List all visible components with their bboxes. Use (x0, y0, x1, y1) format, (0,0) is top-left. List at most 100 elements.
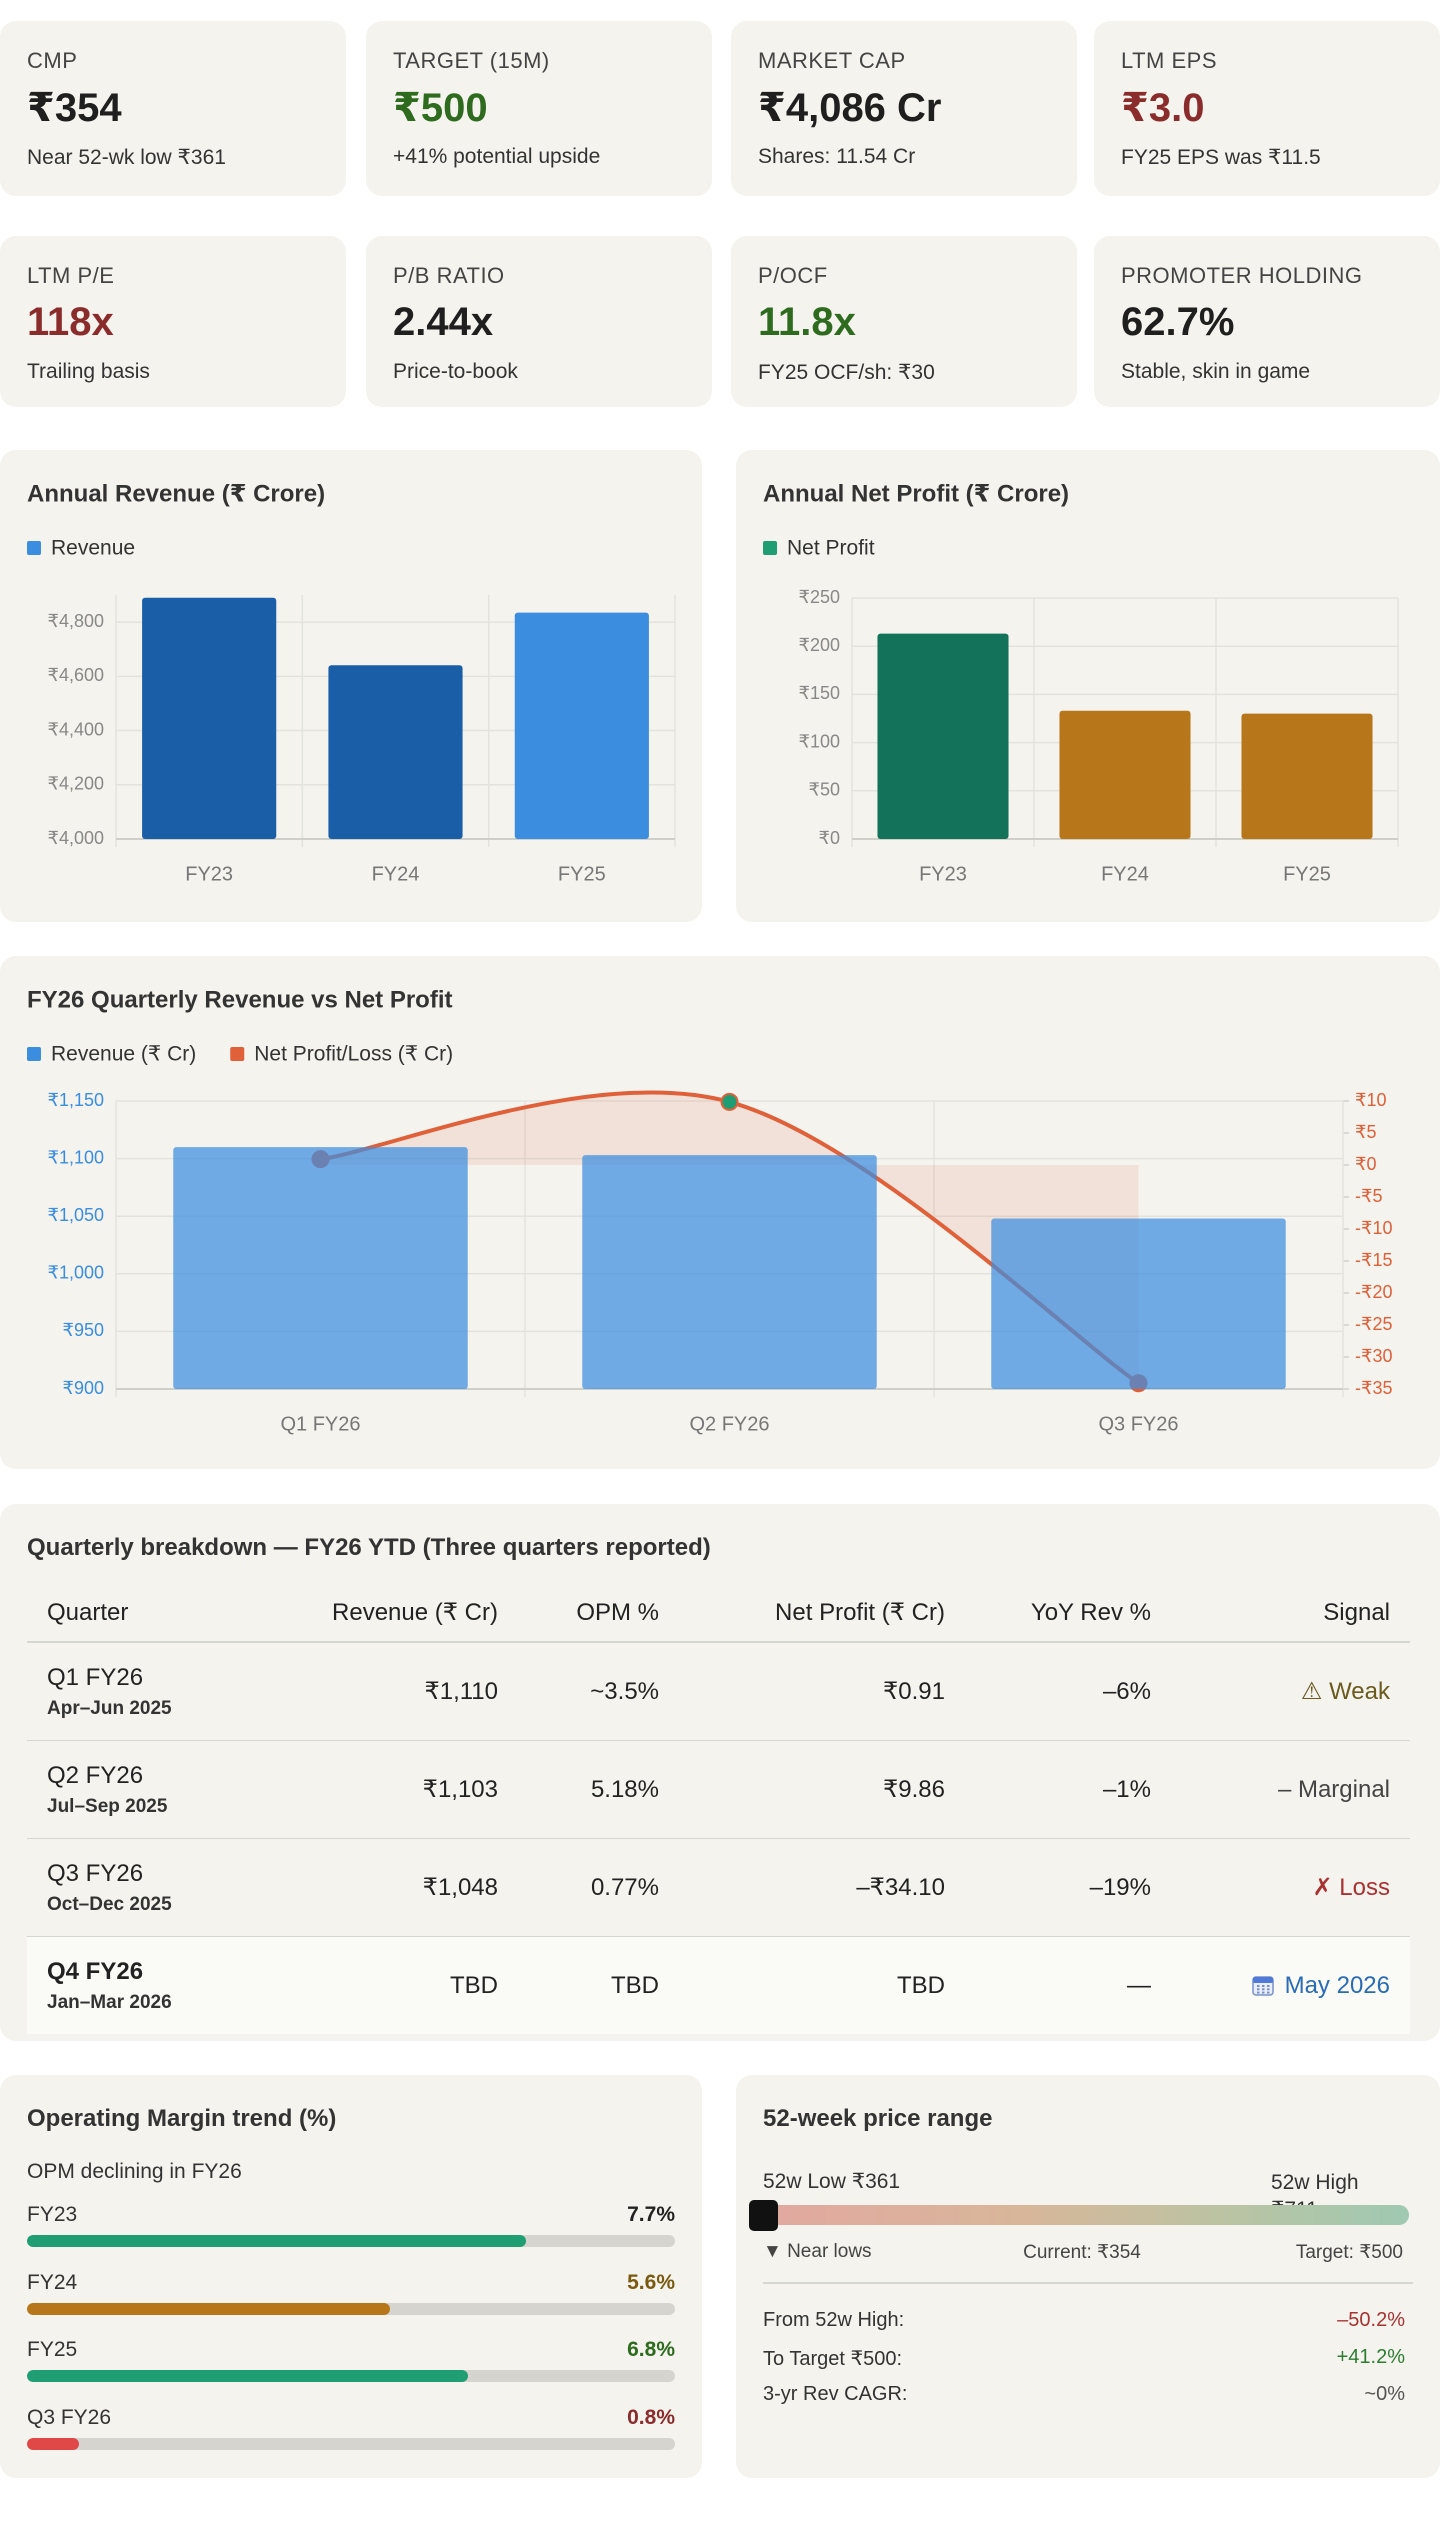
legend-swatch (763, 541, 777, 555)
kpi-value: 62.7% (1121, 300, 1235, 344)
table-cell: ₹1,103 (300, 1740, 518, 1839)
bar (877, 633, 1009, 839)
current-label: Current: ₹354 (1023, 2242, 1141, 2263)
signal: – Marginal (1277, 1775, 1390, 1803)
stat-label: 3-yr Rev CAGR: (763, 2383, 908, 2405)
x-tick-label: FY25 (1283, 863, 1331, 885)
kpi-card: P/OCF 11.8x FY25 OCF/sh: ₹30 (731, 236, 1077, 407)
kpi-card: PROMOTER HOLDING 62.7% Stable, skin in gam… (1094, 236, 1440, 407)
y-tick-label: ₹250 (799, 587, 840, 607)
margin-label: FY23 (27, 2203, 78, 2226)
legend-swatch (230, 1047, 245, 1061)
y-tick-label: ₹1,050 (48, 1205, 105, 1225)
y-tick-label: ₹4,800 (48, 611, 105, 631)
legend-label: Net Profit/Loss (₹ Cr) (254, 1043, 453, 1066)
margin-value: 6.8% (627, 2338, 675, 2361)
stat-label: To Target ₹500: (763, 2348, 903, 2370)
kpi-card: LTM EPS ₹3.0 FY25 EPS was ₹11.5 (1094, 21, 1440, 196)
bar (514, 612, 649, 839)
x-tick-label: Q2 FY26 (689, 1413, 769, 1435)
y-tick-label: ₹1,100 (48, 1147, 105, 1167)
table-cell: ₹1,110 (300, 1642, 518, 1741)
card-title: Operating Margin trend (%) (27, 2105, 337, 2132)
column-header: YoY Rev % (965, 1584, 1171, 1643)
margin-track (27, 2235, 675, 2247)
table-head: Quarter Revenue (₹ Cr) OPM % Net Profit (₹ … (27, 1584, 1410, 1643)
stat-value: –50.2% (1337, 2309, 1405, 2331)
margin-bar (27, 2370, 468, 2382)
stat-value: ~0% (1364, 2383, 1405, 2405)
quarterly-table: Quarter Revenue (₹ Cr) OPM % Net Profit (₹ … (27, 1584, 1410, 2034)
margin-label: FY24 (27, 2270, 78, 2294)
margin-track (27, 2437, 675, 2450)
y2-tick-label: -₹25 (1355, 1314, 1392, 1334)
y-tick-label: ₹900 (63, 1378, 104, 1398)
kpi-value: ₹3.0 (1121, 86, 1205, 130)
quarter-cell: Q1 FY26 Apr–Jun 2025 (27, 1642, 300, 1741)
kpi-note: Stable, skin in game (1121, 360, 1311, 383)
y-tick-label: ₹950 (63, 1320, 104, 1340)
quarter-name: Q4 FY26 (47, 1957, 144, 1985)
chart: Annual Revenue (₹ Crore) Revenue ₹4,000 ₹4,… (0, 450, 702, 922)
y-tick-label: ₹1,150 (48, 1090, 105, 1110)
y2-tick-label: -₹5 (1355, 1186, 1382, 1206)
stat-row: To Target ₹500: +41.2% (763, 2346, 1405, 2371)
line-area (320, 1092, 1139, 1384)
calendar-day (1256, 1987, 1260, 1990)
chart-title: Annual Net Profit (₹ Crore) (763, 480, 1069, 507)
marker-note: ▼ Near lows (763, 2241, 872, 2262)
table-title: Quarterly breakdown — FY26 YTD (Three qu… (27, 1534, 711, 1561)
calendar-day (1261, 1991, 1265, 1994)
x-tick-label: FY24 (372, 863, 420, 885)
x-tick-label: Q1 FY26 (280, 1413, 360, 1435)
table-cell: ~3.5% (518, 1642, 679, 1741)
kpi-value: 2.44x (393, 300, 494, 344)
table-row: Q1 FY26 Apr–Jun 2025 ₹1,110 ~3.5% ₹0.91 –6% ⚠ … (27, 1642, 1410, 1741)
table-cell: 5.18% (518, 1740, 679, 1839)
signal-cell: May 2026 (1171, 1936, 1410, 2034)
quarter-cell: Q4 FY26 Jan–Mar 2026 (27, 1936, 300, 2034)
kpi-card: CMP ₹354 Near 52-wk low ₹361 (0, 21, 346, 196)
divider (763, 2282, 1413, 2284)
low-label: 52w Low ₹361 (763, 2170, 901, 2193)
table-body: Q1 FY26 Apr–Jun 2025 ₹1,110 ~3.5% ₹0.91 –6% ⚠ … (27, 1642, 1410, 2034)
kpi-note: FY25 EPS was ₹11.5 (1121, 146, 1321, 169)
kpi-label: LTM EPS (1121, 48, 1218, 73)
y2-tick-label: ₹10 (1355, 1090, 1386, 1110)
kpi-label: CMP (27, 48, 78, 73)
card-title: 52-week price range (763, 2105, 993, 2132)
table-cell: 0.77% (518, 1838, 679, 1937)
bar (991, 1218, 1286, 1389)
signal-cell: – Marginal (1171, 1740, 1410, 1839)
column-header: Revenue (₹ Cr) (300, 1584, 518, 1643)
table-cell: –6% (965, 1642, 1171, 1741)
table-cell: –19% (965, 1838, 1171, 1937)
kpi-card: LTM P/E 118x Trailing basis (0, 236, 346, 407)
stat-label: From 52w High: (763, 2309, 905, 2331)
y-tick-label: ₹4,400 (48, 719, 105, 739)
price-card: 52-week price range 52w Low ₹361 52w High … (736, 2075, 1440, 2478)
margin-track (27, 2370, 675, 2382)
y-tick-label: ₹200 (799, 635, 840, 655)
table-cell: ₹0.91 (679, 1642, 965, 1741)
target-label: Target: ₹500 (1295, 2242, 1403, 2263)
quarter-name: Q1 FY26 (47, 1663, 144, 1691)
stat-row: 3-yr Rev CAGR: ~0% (763, 2383, 1405, 2406)
kpi-value: ₹4,086 Cr (758, 86, 942, 130)
y-tick-label: ₹1,000 (48, 1263, 105, 1283)
column-header: OPM % (518, 1584, 679, 1643)
quarter-name: Q3 FY26 (47, 1859, 144, 1887)
kpi-label: PROMOTER HOLDING (1121, 263, 1363, 288)
table-cell: TBD (300, 1936, 518, 2034)
kpi-value: 11.8x (758, 300, 856, 344)
kpi-label: P/B RATIO (393, 263, 505, 288)
y2-tick-label: ₹5 (1355, 1122, 1376, 1142)
kpi-label: LTM P/E (27, 263, 115, 288)
x-tick-label: Q3 FY26 (1098, 1413, 1178, 1435)
x-tick-label: FY23 (185, 863, 233, 885)
bar (142, 597, 277, 839)
kpi-note: Price-to-book (393, 360, 518, 383)
column-header: Net Profit (₹ Cr) (679, 1584, 965, 1643)
stat-row: From 52w High: –50.2% (763, 2309, 1405, 2332)
y2-tick-label: -₹10 (1355, 1218, 1392, 1238)
